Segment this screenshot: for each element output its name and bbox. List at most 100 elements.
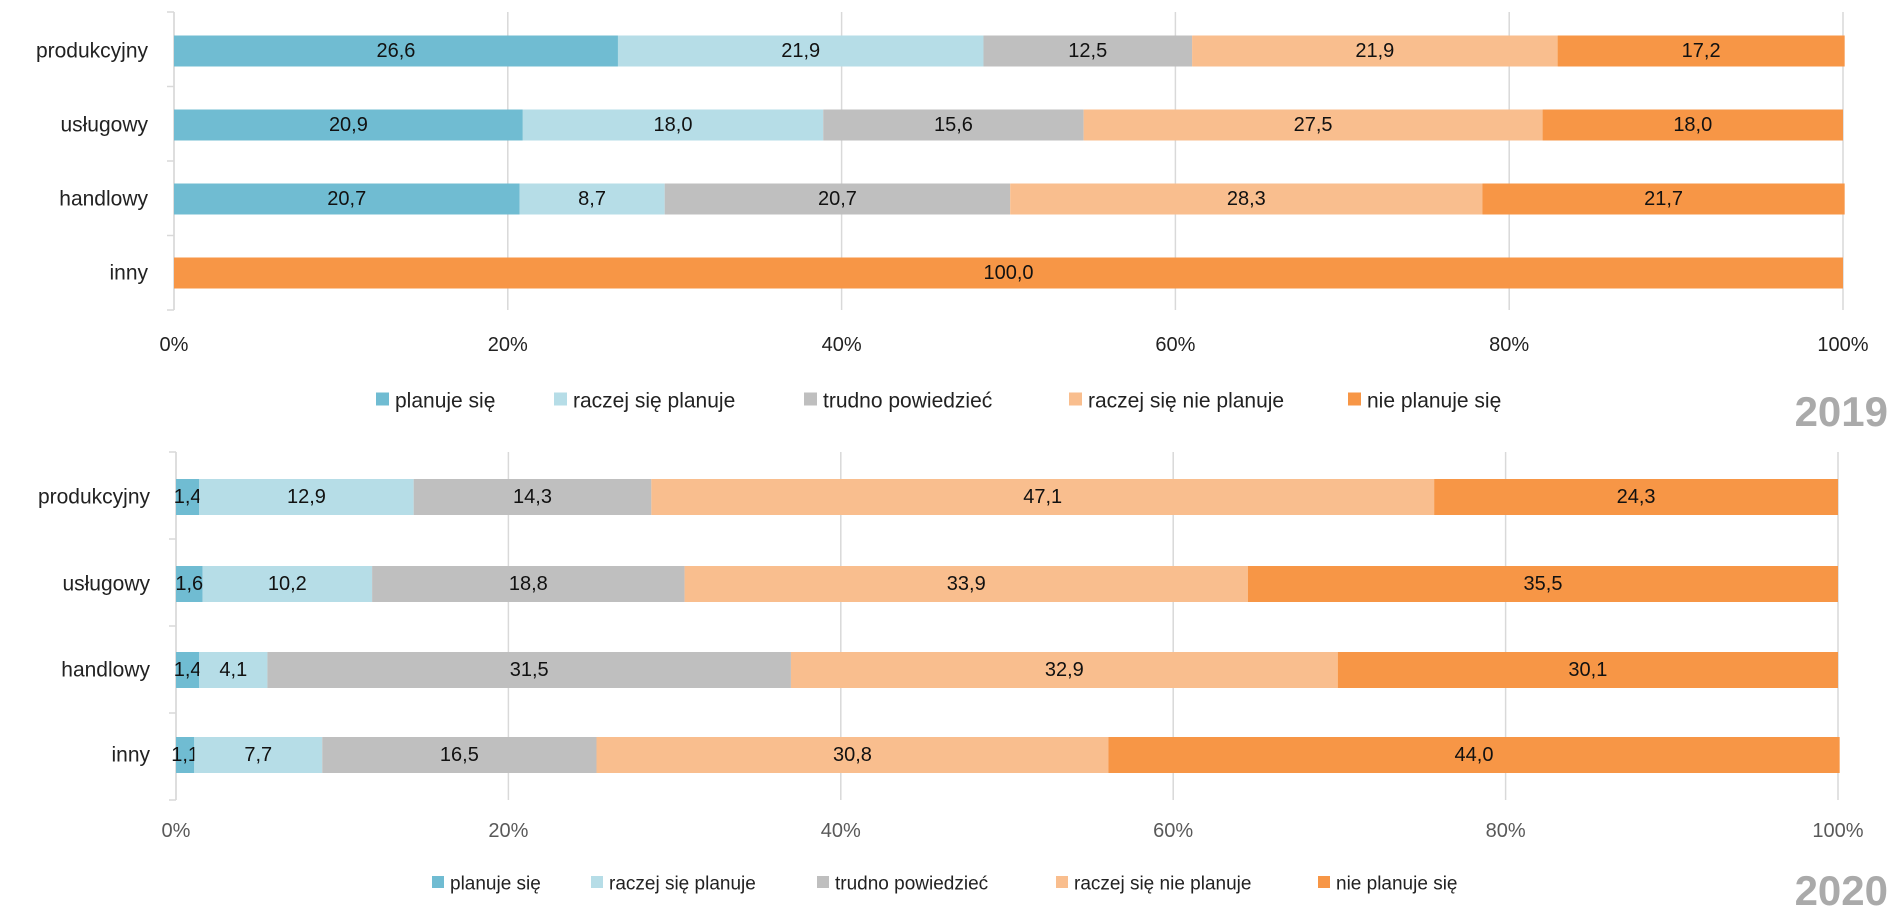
bar-segment [1482,183,1845,215]
legend-label: raczej się nie planuje [1074,874,1251,895]
data-label: 35,5 [1524,573,1563,595]
year-label: 2019 [1795,388,1888,435]
bar-segment [372,566,685,602]
data-label: 31,5 [510,659,549,681]
legend-label: nie planuje się [1367,390,1501,413]
bar-segment [202,566,373,602]
bar-segment [596,737,1109,773]
bar-segment [1557,35,1845,67]
data-label: 30,8 [833,744,872,766]
bar-segment [176,652,200,688]
x-tick-label: 100% [1817,334,1868,356]
data-label: 21,7 [1644,188,1683,210]
bar-segment [176,737,195,773]
category-label: inny [111,744,150,767]
x-tick-label: 100% [1812,820,1863,842]
legend-swatch [804,392,817,406]
bar-segment [1434,479,1838,515]
data-label: 21,9 [1355,40,1394,62]
bar-segment [176,479,200,515]
data-label: 1,1 [171,744,199,766]
bar-segment [174,257,1843,289]
bar-segment [522,109,824,141]
data-label: 47,1 [1023,486,1062,508]
data-label: 26,6 [377,40,416,62]
category-label: handlowy [61,659,150,682]
data-label: 16,5 [440,744,479,766]
x-tick-label: 0% [162,820,191,842]
category-label: usługowy [60,114,148,137]
bar-segment [174,109,523,141]
legend-swatch [1348,392,1361,406]
data-label: 7,7 [244,744,272,766]
legend-label: raczej się nie planuje [1088,390,1284,413]
data-label: 20,7 [327,188,366,210]
legend-swatch [1318,876,1330,888]
legend-label: nie planuje się [1336,874,1457,895]
legend-swatch [817,876,829,888]
bar-segment [194,737,323,773]
x-tick-label: 40% [822,334,862,356]
legend-swatch [591,876,603,888]
bar-segment [1108,737,1840,773]
chart-2020: produkcyjny 1,4 12,9 14,3 47,1 24,3 usługowy 1,… [38,451,1888,909]
data-label: 18,8 [509,573,548,595]
category-label: inny [109,262,148,285]
x-tick-label: 0% [160,334,189,356]
category-label: produkcyjny [36,40,149,63]
data-label: 18,0 [654,114,693,136]
x-tick-label: 80% [1486,820,1526,842]
legend-label: trudno powiedzieć [823,390,992,413]
legend-swatch [1056,876,1068,888]
bar-segment [176,566,203,602]
data-label: 1,4 [174,486,202,508]
bar-segment [199,652,268,688]
bar-segment [267,652,791,688]
data-label: 100,0 [983,262,1033,284]
data-label: 14,3 [513,486,552,508]
data-label: 12,5 [1068,40,1107,62]
legend-swatch [1069,392,1082,406]
year-label: 2020 [1795,867,1888,909]
bar-segment [519,183,665,215]
bar-segment [1083,109,1543,141]
bar-segment [199,479,414,515]
x-tick-label: 40% [821,820,861,842]
bar-segment [1542,109,1843,141]
data-label: 17,2 [1682,40,1721,62]
bar-segment [174,183,520,215]
legend-label: planuje się [450,874,541,895]
category-label: usługowy [62,573,150,596]
legend-label: raczej się planuje [573,390,735,413]
bar-segment [413,479,652,515]
legend-swatch [554,392,567,406]
data-label: 44,0 [1455,744,1494,766]
legend-swatch [432,876,444,888]
legend-label: trudno powiedzieć [835,874,988,895]
bar-segment [322,737,597,773]
bar-segment [684,566,1248,602]
data-label: 24,3 [1617,486,1656,508]
category-label: handlowy [59,188,148,211]
data-label: 21,9 [781,40,820,62]
x-tick-label: 20% [488,334,528,356]
data-label: 27,5 [1294,114,1333,136]
data-label: 1,6 [175,573,203,595]
legend-label: planuje się [395,390,495,413]
data-label: 20,7 [818,188,857,210]
data-label: 8,7 [578,188,606,210]
x-tick-label: 20% [488,820,528,842]
bar-segment [1247,566,1838,602]
bar-segment [823,109,1084,141]
data-label: 4,1 [219,659,247,681]
chart-2019: produkcyjny 26,6 21,9 12,5 21,9 17,2 usługowy 2… [36,11,1888,435]
data-label: 18,0 [1673,114,1712,136]
data-label: 1,4 [174,659,202,681]
category-label: produkcyjny [38,486,151,509]
bar-segment [1192,35,1558,67]
data-label: 10,2 [268,573,307,595]
bar-segment [983,35,1193,67]
data-label: 15,6 [934,114,973,136]
data-label: 12,9 [287,486,326,508]
